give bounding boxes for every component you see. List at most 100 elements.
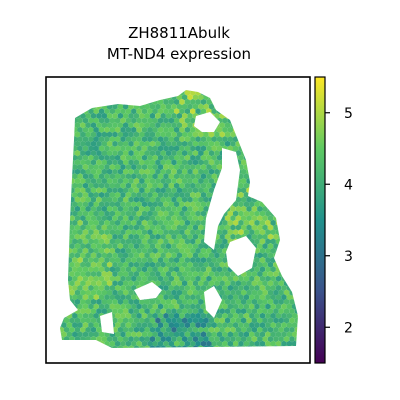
spot xyxy=(294,233,298,240)
spot xyxy=(251,103,258,110)
spot xyxy=(238,173,244,180)
spot xyxy=(278,112,284,119)
spot xyxy=(281,247,287,254)
spot xyxy=(259,331,266,338)
spot xyxy=(141,145,148,152)
spot xyxy=(275,191,282,199)
spot xyxy=(165,224,172,231)
spot xyxy=(198,177,204,185)
spot xyxy=(139,205,145,212)
spot xyxy=(64,140,70,147)
spot xyxy=(289,261,295,268)
spot xyxy=(200,322,207,329)
spot xyxy=(77,201,83,208)
spot xyxy=(262,122,268,129)
spot xyxy=(82,173,89,180)
spot xyxy=(93,219,99,226)
spot xyxy=(259,312,266,319)
spot xyxy=(123,261,129,268)
spot xyxy=(149,326,156,333)
spot xyxy=(69,103,75,110)
spot xyxy=(77,340,83,347)
spot xyxy=(85,112,91,119)
spot xyxy=(125,98,132,106)
spot xyxy=(184,294,191,301)
spot xyxy=(128,270,134,278)
spot xyxy=(283,243,290,250)
spot xyxy=(230,270,236,278)
spot xyxy=(98,117,105,124)
spot xyxy=(214,112,220,119)
spot xyxy=(163,294,169,301)
spot xyxy=(259,126,266,133)
spot xyxy=(254,294,260,301)
spot xyxy=(179,266,185,273)
spot xyxy=(281,303,287,310)
spot xyxy=(88,266,94,273)
spot xyxy=(190,312,196,319)
spot xyxy=(187,140,193,147)
spot xyxy=(85,252,91,259)
spot xyxy=(195,340,201,347)
spot xyxy=(115,219,121,226)
spot xyxy=(297,210,298,217)
spot xyxy=(69,280,75,287)
spot xyxy=(174,247,180,254)
spot xyxy=(281,108,287,115)
spot xyxy=(187,336,193,343)
spot xyxy=(192,270,199,278)
spot xyxy=(82,247,89,254)
spot xyxy=(275,275,282,282)
spot xyxy=(60,266,62,273)
spot xyxy=(112,168,118,175)
spot xyxy=(69,224,75,231)
spot xyxy=(192,289,199,296)
spot xyxy=(69,243,75,250)
spot xyxy=(195,173,201,180)
spot xyxy=(123,270,129,278)
spot xyxy=(208,159,215,166)
spot xyxy=(115,108,121,115)
spot xyxy=(60,154,62,161)
spot xyxy=(273,205,279,212)
spot xyxy=(208,131,215,138)
spot xyxy=(289,215,295,222)
spot xyxy=(200,154,207,161)
spot xyxy=(238,322,244,329)
spot xyxy=(267,177,274,185)
spot xyxy=(155,280,161,287)
spot xyxy=(182,177,188,185)
spot xyxy=(214,140,220,147)
spot xyxy=(174,173,180,180)
spot xyxy=(112,150,118,157)
spot xyxy=(297,340,298,347)
spot xyxy=(77,173,83,180)
spot xyxy=(136,191,142,199)
spot xyxy=(125,322,132,329)
spot xyxy=(195,98,201,106)
spot xyxy=(77,266,83,273)
spot xyxy=(60,94,64,101)
spot xyxy=(165,345,172,348)
spot xyxy=(184,136,191,143)
spot xyxy=(238,284,244,292)
spot xyxy=(115,294,121,301)
spot xyxy=(286,117,292,124)
spot xyxy=(80,94,86,101)
spot xyxy=(176,205,182,212)
spot xyxy=(133,317,140,324)
spot xyxy=(184,229,191,236)
spot xyxy=(187,317,193,324)
spot xyxy=(93,238,99,245)
spot xyxy=(61,191,67,199)
spot xyxy=(85,159,91,166)
spot xyxy=(66,145,73,152)
spot xyxy=(235,205,241,212)
spot xyxy=(254,312,260,319)
spot xyxy=(292,173,298,180)
spot xyxy=(203,336,209,343)
spot xyxy=(238,229,244,236)
spot xyxy=(77,312,83,319)
spot xyxy=(77,154,83,161)
spot xyxy=(90,205,97,212)
